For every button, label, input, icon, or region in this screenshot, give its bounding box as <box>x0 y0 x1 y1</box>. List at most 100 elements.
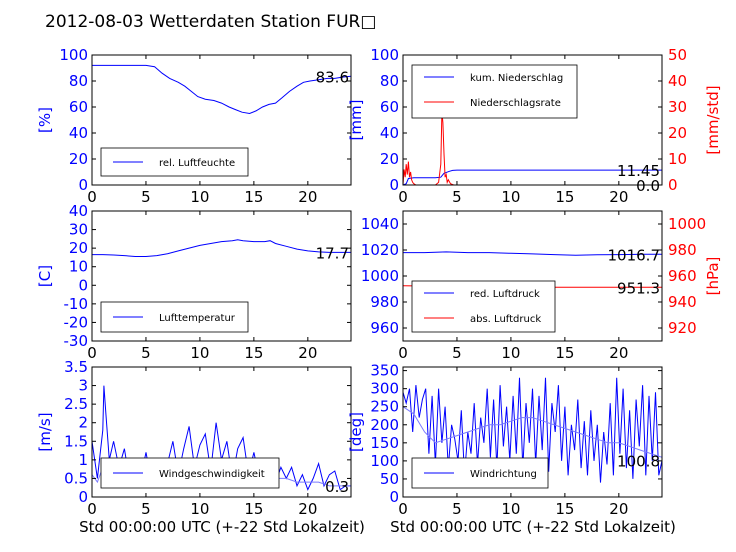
legend-label: Windrichtung <box>470 469 537 480</box>
y-tick-label: 0 <box>78 176 88 194</box>
plot-frame <box>91 366 352 498</box>
panel-humidity: 0 5 10 15 20 0 20 40 60 80 100 [%] rel. Luftfeuchte 8… <box>36 46 352 206</box>
y-tick-label: 80 <box>380 72 399 90</box>
x-axis-label-right: Std 00:00:00 UTC (+-22 Std Lokalzeit) <box>390 518 676 536</box>
legend-box <box>411 280 556 333</box>
x-tick-label: 0 <box>87 344 97 362</box>
x-tick-label: 0 <box>398 188 408 206</box>
last-value-label-2: 951.3 <box>617 279 660 297</box>
y-tick-label: 40 <box>69 124 88 142</box>
last-value-label: 83.6 <box>316 68 349 86</box>
series-line-red-luftdruck <box>403 251 662 256</box>
series-line-lufttemperatur <box>92 239 351 257</box>
y-tick-label: 3.5 <box>64 358 88 376</box>
legend-box <box>411 64 578 119</box>
x-tick-label: 10 <box>190 188 209 206</box>
y-tick-label: 0 <box>389 488 399 506</box>
last-value-label: 1016.7 <box>608 246 661 264</box>
y-tick-label: 1.5 <box>64 432 88 450</box>
y-tick-label: 2 <box>78 414 88 432</box>
plot-frame <box>402 366 663 498</box>
y-tick-label: 20 <box>69 239 88 257</box>
panel-temperature: 0 5 10 15 20-30-20-10010203040[C]Lufttempera… <box>36 202 352 362</box>
x-tick-label: 5 <box>141 188 151 206</box>
y-tick-label: -20 <box>64 313 89 331</box>
y-tick-label: 350 <box>370 362 399 380</box>
y-tick-label: 40 <box>69 202 88 220</box>
y2-tick-label: 1000 <box>668 215 706 233</box>
x-tick-label: 5 <box>452 188 462 206</box>
x-tick-label: 10 <box>501 188 520 206</box>
y-tick-label: 1040 <box>361 215 399 233</box>
y-tick-label: -30 <box>64 332 89 350</box>
y-tick-label: 150 <box>370 434 399 452</box>
y-tick-label: 300 <box>370 380 399 398</box>
legend-label: rel. Luftfeuchte <box>159 158 235 169</box>
series-group <box>92 239 351 257</box>
y2-tick-label: 0 <box>668 176 678 194</box>
y-tick-label: 980 <box>370 293 399 311</box>
y-tick-label: 0 <box>78 276 88 294</box>
last-value-label: 17.7 <box>316 244 349 262</box>
x-tick-label: 5 <box>141 500 151 518</box>
y-tick-label: 20 <box>380 150 399 168</box>
y-tick-label: 100 <box>59 46 88 64</box>
y2-tick-label: 40 <box>668 72 687 90</box>
legend-label: Windgeschwindigkeit <box>159 469 265 480</box>
y-tick-label: 50 <box>380 470 399 488</box>
series-line-windrichtung <box>403 377 662 483</box>
y-tick-label: 3 <box>78 377 88 395</box>
last-value-label-2: 0.0 <box>636 177 660 195</box>
y2-tick-label: 920 <box>668 319 697 337</box>
x-tick-label: 0 <box>398 344 408 362</box>
y2-tick-label: 30 <box>668 98 687 116</box>
plot-frame <box>91 54 352 186</box>
plot-frame <box>402 54 663 186</box>
y-tick-label: 100 <box>370 452 399 470</box>
y-tick-label: 250 <box>370 398 399 416</box>
y-tick-label: 20 <box>69 150 88 168</box>
y-tick-label: 0.5 <box>64 469 88 487</box>
panel-precipitation: 0 5 10 15 20 0 20 40 60 80 100 0 10 20 30 40 50 [mm/std] [… <box>347 46 722 206</box>
last-value-label: 0.3 <box>325 478 349 496</box>
x-axis-label-left: Std 00:00:00 UTC (+-22 Std Lokalzeit) <box>79 518 365 536</box>
y-tick-label: -10 <box>64 295 89 313</box>
x-tick-label: 10 <box>190 500 209 518</box>
series-group <box>92 64 351 115</box>
y-tick-label: 1 <box>78 451 88 469</box>
y2-tick-label: 960 <box>668 267 697 285</box>
x-tick-label: 15 <box>244 188 263 206</box>
x-tick-label: 0 <box>87 188 97 206</box>
x-tick-label: 5 <box>452 500 462 518</box>
y-axis-label: [%] <box>36 107 54 133</box>
x-tick-label: 10 <box>501 344 520 362</box>
series-group <box>403 112 662 185</box>
series-line-smoothed-1 <box>403 406 662 458</box>
y-tick-label: 1020 <box>361 241 399 259</box>
last-value-label: 100.8 <box>617 453 660 471</box>
y-axis-label: [deg] <box>347 412 365 452</box>
y-tick-label: 10 <box>69 258 88 276</box>
y-tick-label: 2.5 <box>64 395 88 413</box>
x-tick-label: 15 <box>555 500 574 518</box>
y2-tick-label: 980 <box>668 241 697 259</box>
legend-label: Lufttemperatur <box>159 313 236 324</box>
x-tick-label: 5 <box>141 344 151 362</box>
x-tick-label: 10 <box>501 500 520 518</box>
x-tick-label: 20 <box>298 188 317 206</box>
y-tick-label: 30 <box>69 221 88 239</box>
y-tick-label: 200 <box>370 416 399 434</box>
y-tick-label: 0 <box>389 176 399 194</box>
y-tick-label: 100 <box>370 46 399 64</box>
y-tick-label: 60 <box>380 98 399 116</box>
x-tick-label: 15 <box>555 188 574 206</box>
y-tick-label: 1000 <box>361 267 399 285</box>
y-axis-label: [C] <box>36 265 54 287</box>
y2-tick-label: 940 <box>668 293 697 311</box>
x-tick-label: 20 <box>609 344 628 362</box>
y2-axis-label: [mm/std] <box>704 85 722 154</box>
y-tick-label: 80 <box>69 72 88 90</box>
y-axis-label: [mm] <box>347 100 365 141</box>
x-tick-label: 10 <box>190 344 209 362</box>
